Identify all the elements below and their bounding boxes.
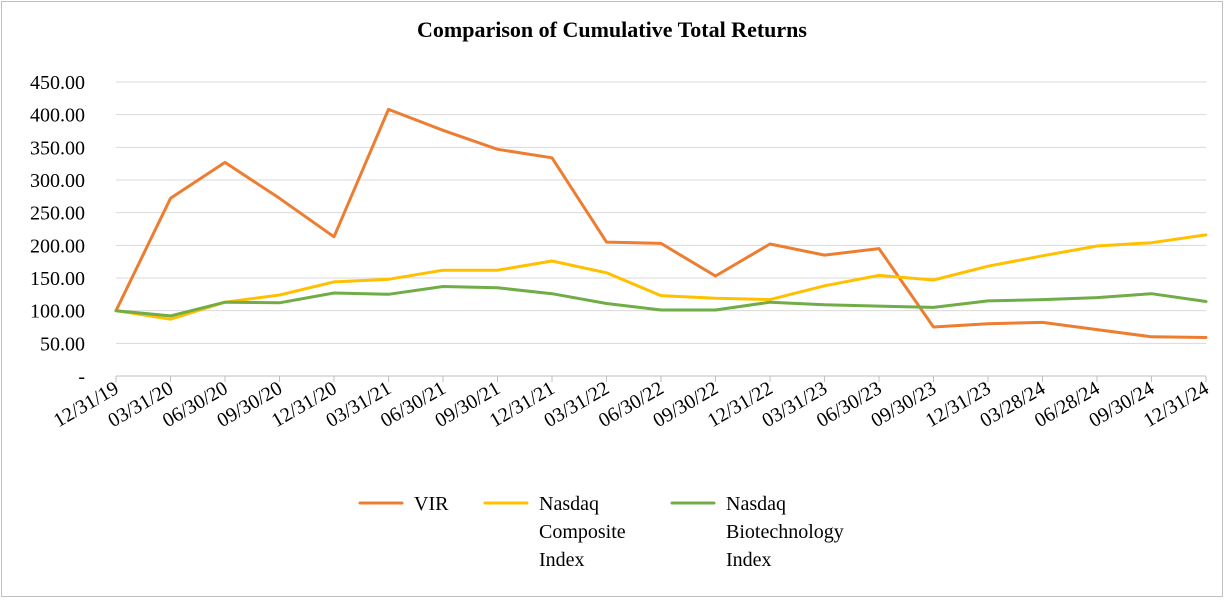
y-tick-label: 100.00	[30, 301, 85, 323]
y-tick-label: 450.00	[30, 72, 85, 94]
chart-title: Comparison of Cumulative Total Returns	[417, 17, 807, 42]
legend-label: Biotechnology	[726, 521, 844, 543]
y-tick-label: -	[78, 366, 85, 388]
series-line-vir	[114, 107, 1208, 339]
series-line-nasdaq-biotechnology-index	[114, 285, 1208, 318]
legend-label: Index	[539, 549, 585, 571]
series-lines	[114, 107, 1208, 339]
x-axis	[115, 375, 1207, 382]
y-axis-ticks: - 50.00 100.00 150.00 200.00 250.00 300.00 350.…	[30, 72, 85, 388]
legend-label: Nasdaq	[539, 493, 599, 515]
legend-item-nasdaq-composite-index: Nasdaq Composite Index	[483, 493, 626, 571]
legend-label: Index	[726, 549, 772, 571]
y-tick-label: 350.00	[30, 137, 85, 159]
y-tick-label: 150.00	[30, 268, 85, 290]
x-axis-ticks: 12/31/1903/31/2006/30/2009/30/2012/31/20…	[50, 377, 1213, 432]
legend-item-vir: VIR	[358, 493, 449, 515]
y-tick-label: 200.00	[30, 235, 85, 257]
legend-label: Composite	[539, 521, 626, 543]
legend: VIR Nasdaq Composite Index Nasdaq Biotechnolo…	[358, 493, 844, 571]
legend-item-nasdaq-biotechnology-index: Nasdaq Biotechnology Index	[670, 493, 844, 571]
gridlines	[116, 81, 1206, 344]
legend-label: Nasdaq	[726, 493, 786, 515]
y-tick-label: 300.00	[30, 170, 85, 192]
y-tick-label: 50.00	[40, 333, 85, 355]
y-tick-label: 400.00	[30, 105, 85, 127]
legend-label: VIR	[414, 493, 449, 515]
series-line-nasdaq-composite-index	[114, 233, 1208, 321]
y-tick-label: 250.00	[30, 203, 85, 225]
